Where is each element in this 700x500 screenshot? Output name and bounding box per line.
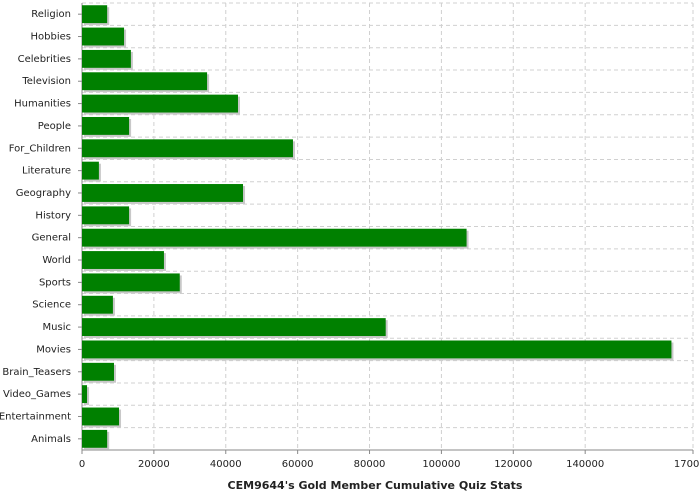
- y-tick-label: People: [38, 121, 71, 132]
- x-tick-label: 120000: [494, 459, 532, 470]
- bar: [82, 94, 238, 113]
- y-tick-label: Video_Games: [3, 389, 71, 400]
- x-tick-label: 140000: [566, 459, 604, 470]
- x-axis-title: CEM9644's Gold Member Cumulative Quiz St…: [228, 479, 523, 492]
- x-tick-label: 80000: [354, 459, 386, 470]
- y-tick-label: Sports: [39, 277, 71, 288]
- y-tick-label: World: [42, 255, 71, 266]
- y-tick-label: For_Children: [9, 143, 71, 154]
- y-tick-label: Movies: [36, 344, 71, 355]
- y-tick-label: Celebrities: [18, 54, 71, 65]
- bar: [82, 295, 113, 314]
- bar: [82, 340, 672, 359]
- x-tick-label: 20000: [138, 459, 170, 470]
- y-tick-label: Brain_Teasers: [2, 367, 71, 378]
- bar: [82, 273, 180, 292]
- x-tick-label: 100000: [422, 459, 460, 470]
- x-tick-label: 170000: [674, 459, 700, 470]
- bar: [82, 116, 130, 135]
- y-tick-label: Television: [21, 76, 71, 87]
- bar: [82, 49, 131, 68]
- y-tick-label: Animals: [31, 434, 71, 445]
- y-tick-label: Entertainment: [0, 411, 71, 422]
- y-tick-label: Science: [32, 300, 71, 311]
- x-tick-label: 0: [79, 459, 85, 470]
- x-tick-label: 60000: [282, 459, 314, 470]
- bar: [82, 184, 244, 202]
- bar: [82, 429, 108, 448]
- y-tick-label: Literature: [22, 166, 71, 177]
- bar: [82, 27, 125, 46]
- bar: [82, 251, 164, 269]
- x-tick-label: 40000: [210, 459, 242, 470]
- bar: [82, 407, 120, 426]
- y-tick-label: General: [32, 233, 71, 244]
- bar: [82, 139, 293, 158]
- bar: [82, 385, 88, 404]
- y-tick-label: Hobbies: [31, 32, 71, 43]
- y-tick-label: History: [35, 210, 71, 221]
- y-tick-label: Religion: [31, 9, 71, 20]
- bar: [82, 5, 108, 24]
- bar: [82, 362, 114, 381]
- bar: [82, 206, 130, 225]
- y-tick-label: Music: [43, 322, 71, 333]
- y-tick-label: Humanities: [14, 99, 71, 110]
- bar: [82, 161, 99, 180]
- y-tick-label: Geography: [16, 188, 71, 199]
- bar: [82, 228, 467, 247]
- bar: [82, 72, 208, 91]
- bar: [82, 318, 386, 337]
